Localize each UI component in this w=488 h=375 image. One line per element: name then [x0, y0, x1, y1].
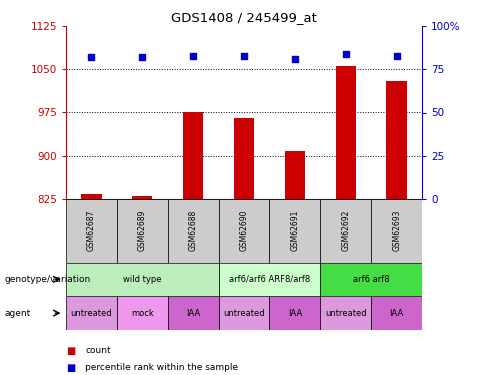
Bar [269, 296, 320, 330]
Text: ■: ■ [66, 363, 75, 372]
Text: GSM62690: GSM62690 [240, 210, 248, 251]
Text: IAA: IAA [288, 309, 302, 318]
Text: genotype/variation: genotype/variation [5, 275, 91, 284]
Bar [320, 262, 422, 296]
Point [189, 53, 197, 58]
Text: GSM62691: GSM62691 [290, 210, 300, 251]
Bar [285, 151, 305, 199]
Bar [336, 66, 356, 199]
Bar [66, 262, 219, 296]
Bar [132, 196, 152, 199]
Bar [386, 81, 407, 199]
Bar [117, 296, 168, 330]
Bar [269, 199, 320, 262]
Bar [234, 118, 254, 199]
Point [138, 54, 146, 60]
Text: percentile rank within the sample: percentile rank within the sample [85, 363, 239, 372]
Text: IAA: IAA [186, 309, 200, 318]
Bar [219, 199, 269, 262]
Text: untreated: untreated [70, 309, 112, 318]
Bar [183, 112, 203, 199]
Bar [219, 296, 269, 330]
Text: untreated: untreated [223, 309, 265, 318]
Bar [66, 296, 117, 330]
Bar [219, 262, 320, 296]
Point [240, 53, 248, 58]
Text: ■: ■ [66, 346, 75, 355]
Bar [371, 296, 422, 330]
Bar [320, 296, 371, 330]
Bar [371, 199, 422, 262]
Text: count: count [85, 346, 111, 355]
Point [393, 53, 401, 58]
Text: GSM62693: GSM62693 [392, 210, 401, 251]
Bar [66, 199, 117, 262]
Text: agent: agent [5, 309, 31, 318]
Bar [117, 199, 168, 262]
Bar [81, 194, 102, 199]
Text: GSM62689: GSM62689 [138, 210, 147, 251]
Text: wild type: wild type [123, 275, 162, 284]
Bar [320, 199, 371, 262]
Bar [168, 199, 219, 262]
Text: GSM62692: GSM62692 [341, 210, 350, 251]
Text: mock: mock [131, 309, 154, 318]
Text: GSM62687: GSM62687 [87, 210, 96, 251]
Point [342, 51, 350, 57]
Text: GSM62688: GSM62688 [188, 210, 198, 251]
Text: arf6/arf6 ARF8/arf8: arf6/arf6 ARF8/arf8 [229, 275, 310, 284]
Point [291, 56, 299, 62]
Text: untreated: untreated [325, 309, 366, 318]
Title: GDS1408 / 245499_at: GDS1408 / 245499_at [171, 11, 317, 24]
Point [87, 54, 95, 60]
Text: arf6 arf8: arf6 arf8 [353, 275, 389, 284]
Text: IAA: IAA [389, 309, 404, 318]
Bar [168, 296, 219, 330]
